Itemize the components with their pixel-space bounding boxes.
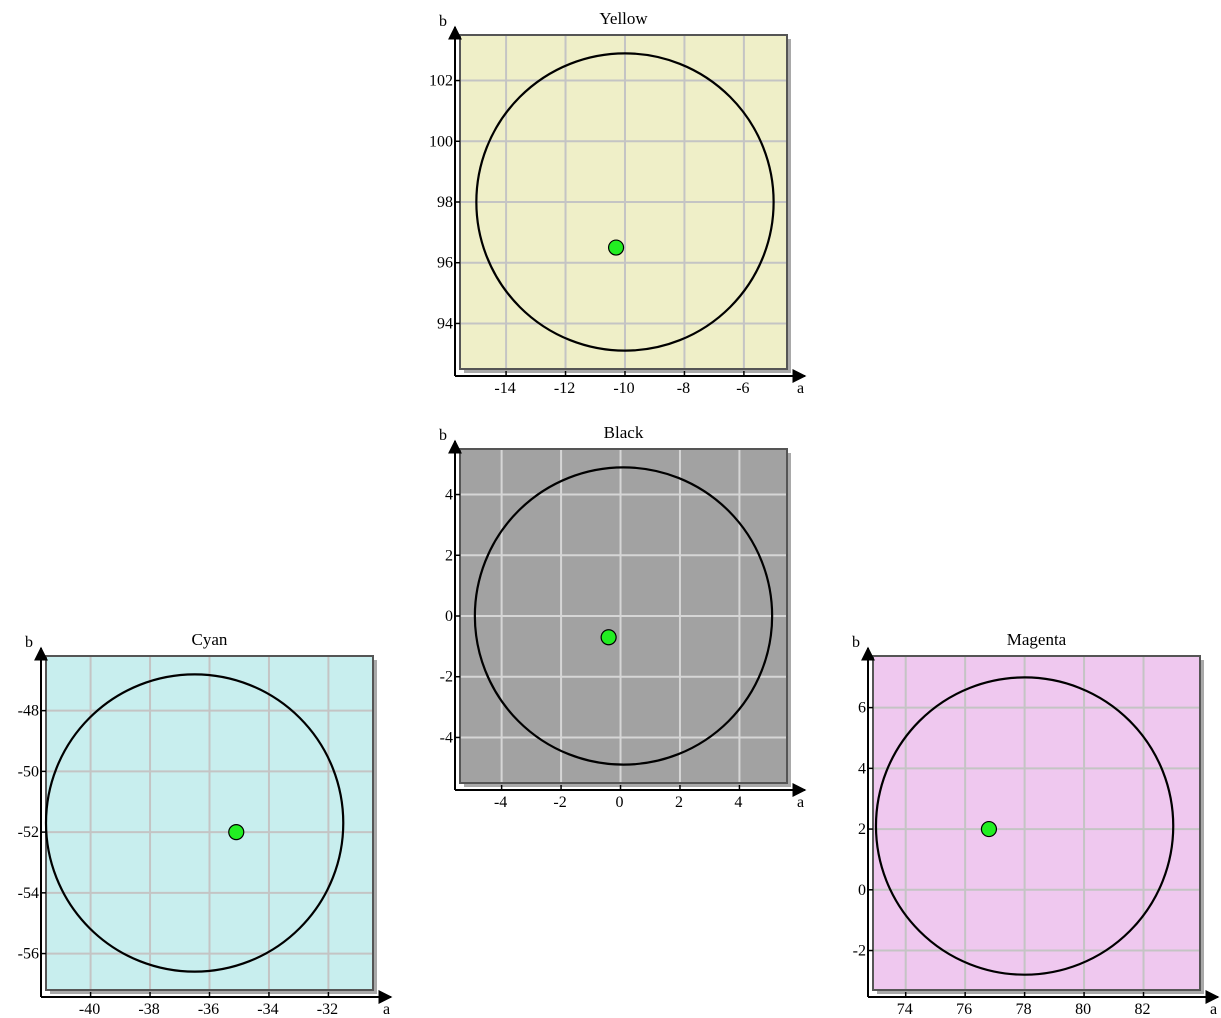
yellow-chart-title: Yellow xyxy=(599,9,648,28)
yellow-panel: -14 -12 -10 -8 -6 94 96 98 100 102 a b Yellow xyxy=(429,9,807,397)
black-y-axis-label: b xyxy=(439,427,447,444)
black-x-tick-label: 0 xyxy=(616,794,624,811)
black-chart-title: Black xyxy=(604,423,644,442)
magenta-x-tick-label: 80 xyxy=(1075,1001,1091,1018)
black-x-tick-label: -4 xyxy=(494,794,507,811)
magenta-y-tick-label: 6 xyxy=(858,700,866,717)
magenta-plot-border xyxy=(872,655,1201,991)
cyan-x-tick-label: -40 xyxy=(79,1001,100,1018)
magenta-plot-background xyxy=(873,656,1200,990)
black-y-tick-label: 4 xyxy=(445,487,453,504)
yellow-y-tick-label: 96 xyxy=(437,255,453,272)
black-y-tick-label: 2 xyxy=(445,547,453,564)
magenta-y-tick-label: 2 xyxy=(858,821,866,838)
black-x-tick-label: 2 xyxy=(675,794,683,811)
magenta-x-axis-label: a xyxy=(1210,1001,1217,1018)
black-x-axis-label: a xyxy=(797,794,804,811)
yellow-x-tick-label: -10 xyxy=(613,380,634,397)
black-data-point xyxy=(600,629,617,646)
black-y-tick-label: 0 xyxy=(445,608,453,625)
yellow-x-tick-label: -12 xyxy=(554,380,575,397)
cyan-x-tick-label: -38 xyxy=(138,1001,159,1018)
magenta-chart-title: Magenta xyxy=(1007,630,1067,649)
cyan-panel: -40 -38 -36 -34 -32 -48 -50 -52 -54 -56 a b Cyan xyxy=(18,630,393,1018)
magenta-y-tick-label: 0 xyxy=(858,882,866,899)
magenta-panel: 74 76 78 80 82 -2 0 2 4 6 a b Magenta xyxy=(852,630,1220,1018)
cyan-y-tick-label: -52 xyxy=(18,824,39,841)
cyan-y-tick-label: -50 xyxy=(18,763,39,780)
magenta-x-tick-label: 78 xyxy=(1016,1001,1032,1018)
black-y-tick-label: -4 xyxy=(440,729,453,746)
yellow-y-tick-label: 102 xyxy=(429,73,453,90)
magenta-y-tick-label: 4 xyxy=(858,760,866,777)
magenta-x-tick-label: 76 xyxy=(956,1001,972,1018)
yellow-tolerance-circle xyxy=(475,52,775,352)
yellow-x-tick-label: -6 xyxy=(736,380,749,397)
magenta-data-point xyxy=(980,820,998,838)
cyan-x-tick-label: -32 xyxy=(317,1001,338,1018)
magenta-x-tick-label: 82 xyxy=(1135,1001,1151,1018)
yellow-x-tick-label: -8 xyxy=(677,380,690,397)
yellow-data-point xyxy=(607,239,625,256)
cyan-x-tick-label: -36 xyxy=(198,1001,219,1018)
magenta-y-axis-label: b xyxy=(852,634,860,651)
cyan-tolerance-circle xyxy=(44,673,345,973)
magenta-x-tick-label: 74 xyxy=(897,1001,913,1018)
black-tolerance-circle xyxy=(473,466,774,766)
yellow-x-axis-label: a xyxy=(797,380,804,397)
cyan-data-point xyxy=(228,824,245,841)
cyan-y-tick-label: -54 xyxy=(18,885,39,902)
black-x-tick-label: 4 xyxy=(734,794,742,811)
black-panel: -4 -2 0 2 4 -4 -2 0 2 4 a b Black xyxy=(439,423,807,811)
yellow-y-tick-label: 100 xyxy=(429,133,453,150)
cyan-y-tick-label: -56 xyxy=(18,946,39,963)
cyan-x-tick-label: -34 xyxy=(257,1001,278,1018)
yellow-y-axis-label: b xyxy=(439,13,447,30)
yellow-y-tick-label: 98 xyxy=(437,194,453,211)
yellow-y-tick-label: 94 xyxy=(437,315,453,332)
cyan-x-axis-label: a xyxy=(383,1001,390,1018)
magenta-tolerance-circle xyxy=(874,676,1175,976)
yellow-x-tick-label: -14 xyxy=(494,380,515,397)
black-x-tick-label: -2 xyxy=(553,794,566,811)
cyan-y-tick-label: -48 xyxy=(18,703,39,720)
cyan-y-axis-label: b xyxy=(25,634,33,651)
cyan-chart-title: Cyan xyxy=(192,630,228,649)
magenta-y-tick-label: -2 xyxy=(853,943,866,960)
black-y-tick-label: -2 xyxy=(440,669,453,686)
